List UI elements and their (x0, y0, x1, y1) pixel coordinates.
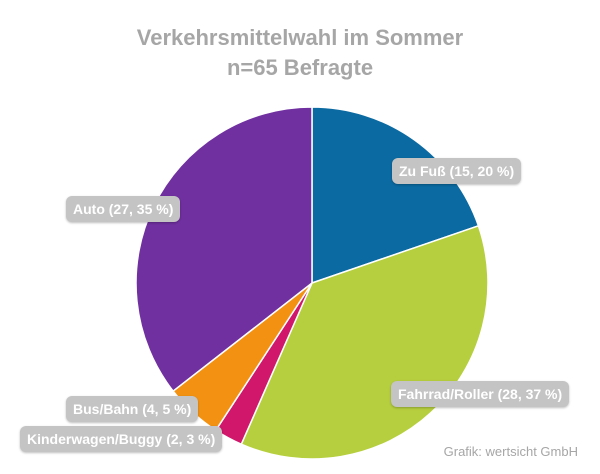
slice-label-zu-fuss: Zu Fuß (15, 20 %) (392, 158, 522, 184)
slice-label-bus-bahn: Bus/Bahn (4, 5 %) (66, 396, 199, 422)
slice-label-auto: Auto (27, 35 %) (66, 196, 181, 222)
slice-label-fahrrad-roller: Fahrrad/Roller (28, 37 %) (391, 381, 570, 407)
pie-slice-zu-fu- (311, 106, 480, 285)
chart-title: Verkehrsmittelwahl im Sommer (136, 25, 464, 50)
source-credit: Grafik: wertsicht GmbH (443, 444, 578, 459)
chart-subtitle: n=65 Befragte (226, 55, 374, 80)
slice-label-kinderwagen-buggy: Kinderwagen/Buggy (2, 3 %) (20, 426, 223, 452)
